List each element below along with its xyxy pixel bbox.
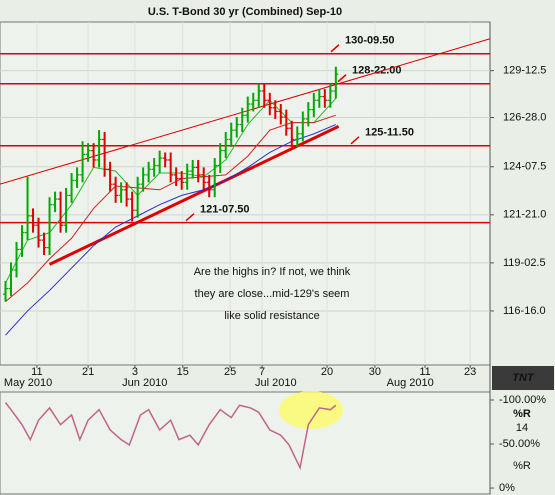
highlight-ellipse [279, 391, 343, 429]
x-tick-label: 7 [259, 366, 265, 378]
trend-line [48, 125, 340, 266]
y-tick-label: 124-07.5 [503, 161, 546, 173]
logo: TNT [512, 372, 535, 384]
y-tick-label: 116-16.0 [503, 305, 546, 317]
month-label: Jun 2010 [122, 377, 167, 389]
level-label: 130-09.50 [345, 35, 395, 47]
x-tick-label: 23 [464, 366, 476, 378]
moving-average [5, 124, 337, 336]
level-label: 128-22.00 [352, 65, 402, 77]
x-tick-label: 3 [132, 366, 138, 378]
month-label: May 2010 [4, 377, 52, 389]
y-tick-label: -50.00% [499, 438, 540, 450]
x-tick-label: 21 [82, 366, 94, 378]
level-pointer [330, 44, 340, 53]
y-tick-label: 121-21.0 [503, 209, 546, 221]
x-tick-label: 30 [369, 366, 381, 378]
annotation-line: Are the highs in? If not, we think [194, 266, 351, 278]
x-tick-label: 11 [419, 366, 430, 378]
level-label: 125-11.50 [365, 127, 414, 139]
chart-title: U.S. T-Bond 30 yr (Combined) Sep-10 [148, 6, 342, 18]
y-tick-label: 119-02.5 [503, 257, 546, 269]
y-tick-label: 0% [499, 482, 515, 494]
y-tick-label: -100.00% [499, 394, 546, 406]
x-tick-label: 15 [177, 366, 189, 378]
marks: U.S. T-Bond 30 yr (Combined) Sep-10 129-1… [0, 6, 546, 494]
x-tick-label: 20 [321, 366, 333, 378]
annotation-line: like solid resistance [224, 310, 319, 322]
annotation-line: they are close...mid-129's seem [195, 288, 350, 300]
legend-entry: %R [513, 460, 531, 472]
indicator-line [4, 402, 337, 471]
y-tick-label: 129-12.5 [503, 65, 546, 77]
x-tick-label: 11 [31, 366, 42, 378]
level-pointer [337, 74, 347, 83]
y-tick-label: 126-28.0 [503, 111, 546, 123]
x-tick-label: 25 [224, 366, 236, 378]
level-pointer [350, 136, 360, 145]
indicator-title: %R [513, 408, 531, 420]
moving-average [5, 114, 337, 303]
price-plot-area [0, 21, 491, 366]
month-label: Aug 2010 [387, 377, 434, 389]
indicator-period: 14 [516, 422, 528, 434]
month-label: Jul 2010 [255, 377, 297, 389]
level-label: 121-07.50 [200, 204, 250, 216]
level-pointer [185, 213, 195, 222]
logo-box [492, 366, 554, 390]
